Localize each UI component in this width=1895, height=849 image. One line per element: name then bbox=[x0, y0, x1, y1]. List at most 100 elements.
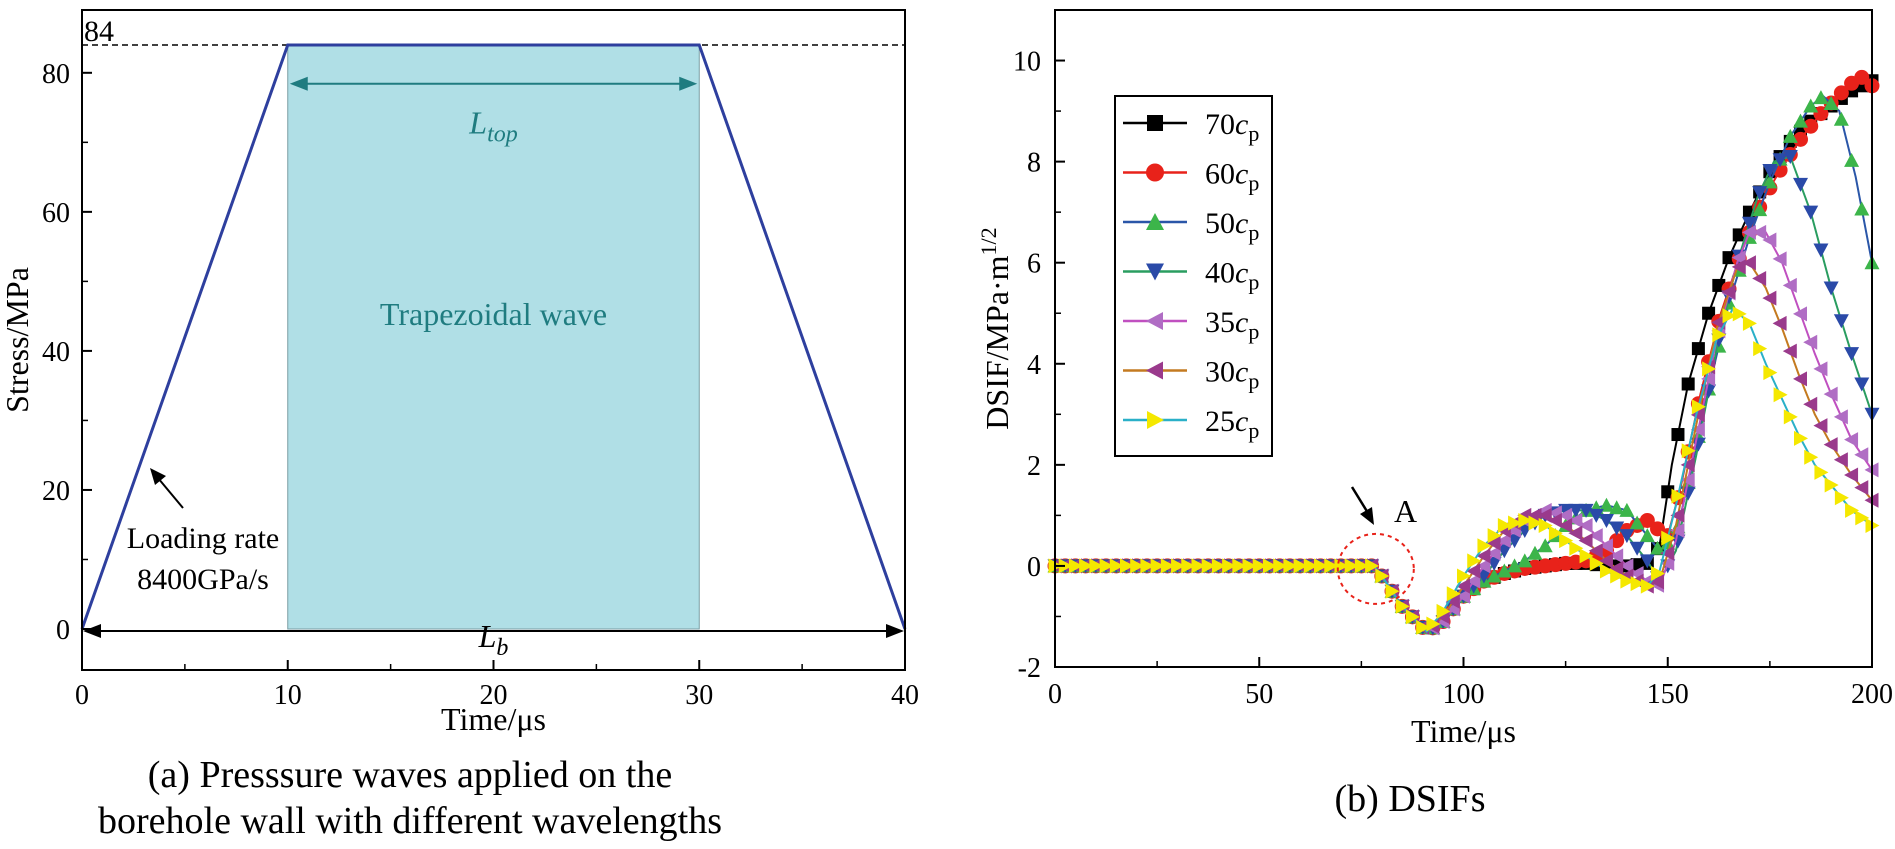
legend-marker bbox=[1147, 115, 1163, 131]
x-axis-label-b: Time/μs bbox=[1411, 713, 1516, 749]
data-point-25p bbox=[1242, 558, 1257, 574]
data-point-25p bbox=[1385, 583, 1400, 599]
loading-rate-value: 8400GPa/s bbox=[137, 563, 269, 596]
data-point-40p bbox=[1844, 347, 1860, 362]
legend-marker bbox=[1146, 263, 1164, 281]
data-point-50p bbox=[1762, 174, 1778, 189]
y-tick-label-a: 60 bbox=[42, 198, 70, 229]
data-point-50p bbox=[1752, 202, 1768, 217]
data-point-25p bbox=[1559, 533, 1574, 549]
data-point-50p bbox=[1609, 500, 1625, 515]
l-top-arrowhead-left bbox=[289, 76, 308, 91]
annotation-a-circle bbox=[1336, 532, 1415, 605]
data-point-25p bbox=[1538, 517, 1553, 533]
legend-label-c: c bbox=[1235, 405, 1248, 438]
data-point-50p bbox=[1507, 558, 1523, 573]
data-point-35p bbox=[1609, 548, 1624, 564]
legend-marker bbox=[1146, 213, 1164, 230]
data-point-50p bbox=[1486, 568, 1502, 583]
data-point-25p bbox=[1742, 315, 1757, 331]
trapezoidal-wave-label: Trapezoidal wave bbox=[380, 296, 607, 332]
data-point-30p bbox=[1476, 548, 1491, 564]
data-point-25p bbox=[1405, 609, 1420, 625]
data-point-35p bbox=[1823, 386, 1838, 402]
data-point-35p bbox=[1741, 224, 1756, 240]
data-point-25p bbox=[1089, 558, 1104, 574]
legend-label: 25cp bbox=[1205, 405, 1259, 443]
data-point-25p bbox=[1569, 540, 1584, 556]
x-tick-label-a: 30 bbox=[685, 680, 713, 711]
legend-label-sub: p bbox=[1248, 121, 1259, 146]
data-point-35p bbox=[1803, 334, 1818, 350]
data-point-40p bbox=[1629, 541, 1645, 556]
legend-label-sub: p bbox=[1248, 319, 1259, 344]
data-point-50p bbox=[1803, 98, 1819, 113]
data-point-25p bbox=[1344, 558, 1359, 574]
series-25p bbox=[1048, 306, 1880, 635]
data-point-25p bbox=[1518, 512, 1533, 528]
legend-label-c: c bbox=[1235, 356, 1248, 389]
data-point-25p bbox=[1160, 558, 1175, 574]
data-point-50p bbox=[1793, 113, 1809, 128]
legend-item-40p: 40cp bbox=[1123, 257, 1259, 295]
legend-label-number: 30 bbox=[1205, 356, 1235, 389]
data-point-30p bbox=[1823, 437, 1838, 453]
legend-item-60p: 60cp bbox=[1123, 158, 1259, 196]
data-point-60p bbox=[1803, 118, 1819, 134]
data-point-35p bbox=[1752, 224, 1767, 240]
data-point-25p bbox=[1528, 515, 1543, 531]
legend-label: 50cp bbox=[1205, 207, 1259, 245]
data-point-50p bbox=[1517, 553, 1533, 568]
data-point-25p bbox=[1651, 566, 1666, 582]
legend-label-sub: p bbox=[1248, 369, 1259, 394]
data-point-30p bbox=[1609, 560, 1624, 576]
data-point-30p bbox=[1854, 480, 1869, 496]
legend-label-number: 60 bbox=[1205, 158, 1235, 191]
data-point-35p bbox=[1782, 277, 1797, 293]
legend-label-c: c bbox=[1235, 306, 1248, 339]
reference-line-label: 84 bbox=[84, 15, 114, 48]
data-point-50p bbox=[1823, 95, 1839, 110]
data-point-40p bbox=[1578, 503, 1594, 518]
data-point-35p bbox=[1598, 538, 1613, 554]
legend-marker bbox=[1146, 312, 1163, 330]
data-point-40p bbox=[1568, 503, 1584, 518]
data-point-35p bbox=[1558, 507, 1573, 523]
panel-a: 84 0 10 20 30 40 0 20 40 60 80 Trapezoidal wave L… bbox=[0, 9, 919, 737]
legend-label: 35cp bbox=[1205, 306, 1259, 344]
data-point-30p bbox=[1731, 259, 1746, 275]
data-point-30p bbox=[1527, 507, 1542, 523]
data-point-35p bbox=[1762, 232, 1777, 248]
annotation-a-arrow bbox=[1350, 486, 1370, 514]
data-point-35p bbox=[1568, 512, 1583, 528]
data-point-30p bbox=[1568, 525, 1583, 541]
legend-item-30p: 30cp bbox=[1123, 356, 1259, 394]
data-point-35p bbox=[1670, 523, 1685, 539]
y-tick-label-a: 0 bbox=[56, 615, 70, 646]
l-top-label: Ltop bbox=[468, 105, 517, 148]
data-point-25p bbox=[1620, 573, 1635, 589]
legend-label: 60cp bbox=[1205, 158, 1259, 196]
data-point-40p bbox=[1598, 513, 1614, 528]
data-point-50p bbox=[1619, 502, 1635, 517]
data-point-30p bbox=[1547, 512, 1562, 528]
data-point-25p bbox=[1497, 517, 1512, 533]
x-tick-label-b: 100 bbox=[1443, 679, 1485, 710]
data-point-35p bbox=[1476, 558, 1491, 574]
data-point-25p bbox=[1467, 553, 1482, 569]
x-axis-label-a: Time/μs bbox=[441, 701, 546, 737]
data-point-35p bbox=[1813, 361, 1828, 377]
data-point-50p bbox=[1650, 540, 1666, 555]
data-point-50p bbox=[1833, 111, 1849, 126]
legend-marker bbox=[1146, 163, 1164, 182]
data-point-50p bbox=[1598, 497, 1614, 512]
data-point-60p bbox=[1793, 131, 1809, 147]
l-b-label: Lb bbox=[478, 618, 509, 661]
data-point-25p bbox=[1365, 558, 1380, 574]
data-point-25p bbox=[1171, 558, 1186, 574]
data-point-50p bbox=[1639, 528, 1655, 543]
data-point-30p bbox=[1741, 255, 1756, 271]
caption-a-line-2: borehole wall with different wavelengths bbox=[98, 800, 722, 842]
data-point-50p bbox=[1537, 538, 1553, 553]
